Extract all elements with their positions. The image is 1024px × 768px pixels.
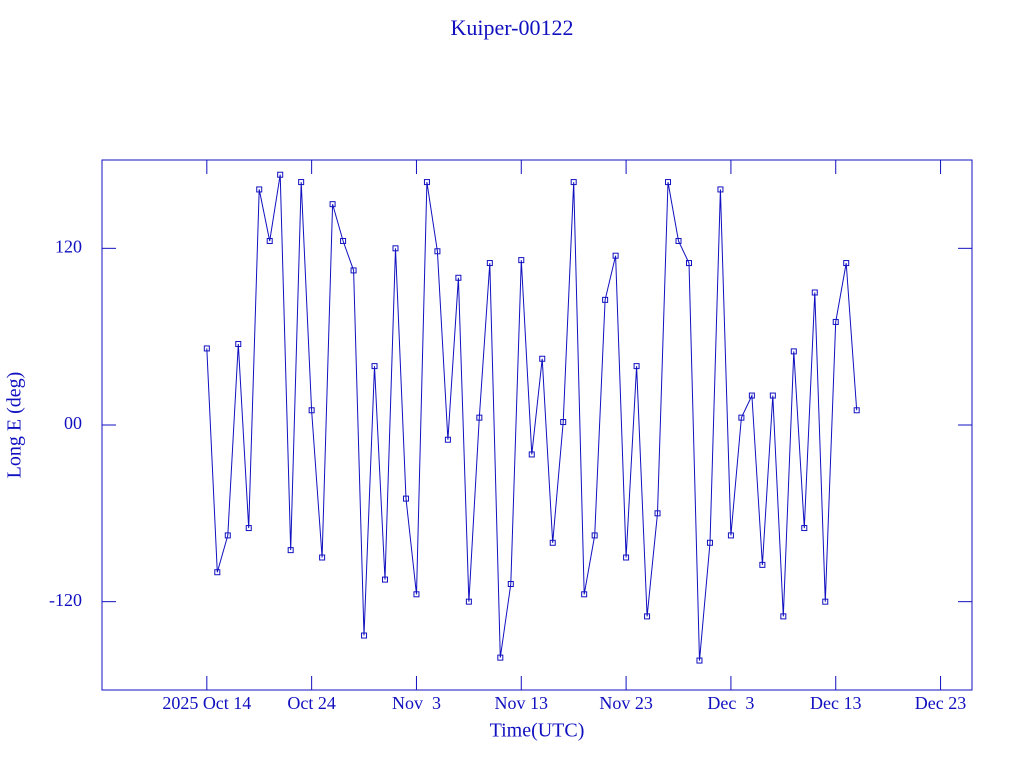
data-point: [528, 451, 535, 458]
plot-frame: [101, 159, 973, 691]
data-point: [832, 318, 839, 325]
data-point: [518, 257, 525, 264]
data-point: [591, 532, 598, 539]
data-point: [486, 260, 493, 267]
y-tick-label: -120: [49, 590, 82, 610]
data-point: [811, 289, 818, 296]
data-point: [769, 392, 776, 399]
data-point: [717, 186, 724, 193]
data-point: [382, 576, 389, 583]
x-tick-label: 2025 Oct 14: [162, 693, 251, 713]
data-point: [570, 179, 577, 186]
plot-area: [203, 171, 860, 664]
data-point: [329, 201, 336, 208]
x-tick-label: Nov 3: [392, 693, 441, 713]
data-point: [748, 392, 755, 399]
y-tick-label: 00: [64, 413, 82, 433]
data-point: [581, 591, 588, 598]
data-point: [633, 363, 640, 370]
data-point: [612, 252, 619, 259]
data-point: [790, 348, 797, 355]
data-point: [759, 561, 766, 568]
x-tick-label: Oct 24: [287, 693, 336, 713]
data-point: [256, 186, 263, 193]
data-point: [822, 598, 829, 605]
data-point: [675, 237, 682, 244]
data-point: [644, 613, 651, 620]
data-point: [235, 341, 242, 348]
data-point: [203, 345, 210, 352]
data-point: [423, 179, 430, 186]
data-point: [696, 657, 703, 664]
data-point: [549, 539, 556, 546]
y-tick-label: 120: [55, 236, 82, 256]
x-tick-label: Dec 3: [707, 693, 754, 713]
data-point: [308, 407, 315, 414]
data-point: [507, 581, 514, 587]
data-point: [361, 632, 368, 639]
data-point: [853, 407, 860, 414]
data-point: [560, 419, 567, 426]
data-point: [350, 267, 357, 274]
data-point: [214, 569, 221, 576]
data-point: [623, 554, 630, 561]
x-tick-label: Nov 23: [599, 693, 653, 713]
x-tick-label: Dec 13: [810, 693, 861, 713]
data-point: [497, 654, 504, 661]
data-point: [413, 591, 420, 598]
data-point: [319, 554, 326, 561]
data-point: [685, 260, 692, 267]
data-point: [434, 248, 441, 255]
data-point: [665, 179, 672, 186]
data-point: [539, 355, 546, 362]
x-axis-label: Time(UTC): [490, 720, 585, 742]
x-tick-label: Dec 23: [915, 693, 966, 713]
data-point: [738, 414, 745, 421]
data-point: [371, 363, 378, 370]
data-point: [402, 495, 409, 502]
data-point: [780, 613, 787, 620]
series-line: [206, 174, 858, 661]
data-point: [392, 245, 399, 252]
data-point: [277, 171, 284, 178]
data-point: [287, 547, 294, 554]
data-point: [727, 532, 734, 539]
y-axis-label: Long E (deg): [4, 372, 26, 479]
data-point: [801, 525, 808, 532]
x-tick-label: Nov 13: [495, 693, 549, 713]
data-point: [266, 237, 273, 244]
data-point: [602, 296, 609, 303]
data-point: [298, 179, 305, 186]
data-point: [654, 510, 661, 517]
data-point: [245, 525, 252, 532]
data-point: [224, 532, 231, 539]
data-point: [476, 414, 483, 421]
data-point: [444, 436, 451, 443]
data-point: [706, 539, 713, 546]
data-point: [843, 260, 850, 267]
data-point: [465, 598, 472, 605]
chart-title: Kuiper-00122: [451, 15, 574, 40]
data-point: [455, 274, 462, 281]
data-point: [340, 237, 347, 244]
